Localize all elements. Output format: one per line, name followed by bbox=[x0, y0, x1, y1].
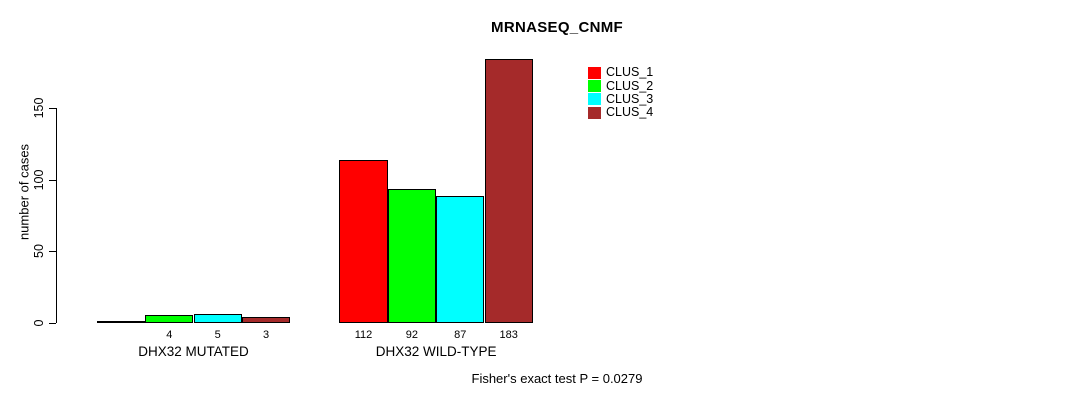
bar-clus_2-2 bbox=[387, 189, 437, 323]
bar-clus_4-2 bbox=[484, 59, 533, 323]
y-axis-tick-label: 100 bbox=[32, 169, 46, 191]
legend-item-clus_3: CLUS_3 bbox=[588, 91, 654, 106]
y-axis-tick bbox=[49, 251, 56, 253]
legend-swatch-icon bbox=[588, 66, 601, 79]
bar-value-label: 92 bbox=[405, 329, 418, 341]
y-axis-tick bbox=[49, 179, 56, 181]
y-axis-label: number of cases bbox=[16, 143, 32, 241]
legend-label: CLUS_2 bbox=[606, 78, 654, 93]
bar-clus_2-1 bbox=[145, 315, 194, 323]
bar-clus_4-1 bbox=[241, 317, 291, 323]
bar-value-label: 5 bbox=[214, 329, 221, 341]
bar-clus_3-2 bbox=[436, 196, 485, 323]
legend-label: CLUS_1 bbox=[606, 65, 654, 80]
y-axis-tick bbox=[49, 108, 56, 109]
bar-value-label: 87 bbox=[454, 329, 467, 341]
legend-label: CLUS_3 bbox=[606, 91, 654, 106]
bar-value-label: 183 bbox=[499, 329, 518, 341]
legend-item-clus_4: CLUS_4 bbox=[588, 106, 653, 119]
chart-title: MRNASEQ_CNMF bbox=[491, 19, 623, 36]
legend-swatch-icon bbox=[588, 80, 601, 93]
legend-item-clus_2: CLUS_2 bbox=[588, 78, 654, 93]
x-group-label: DHX32 MUTATED bbox=[138, 344, 249, 359]
bar-clus_1-2 bbox=[339, 160, 388, 323]
y-axis-tick-label: 0 bbox=[32, 319, 46, 327]
fisher-test-annotation: Fisher's exact test P = 0.0279 bbox=[471, 371, 643, 386]
bar-clus_3-1 bbox=[193, 314, 242, 323]
bar-value-label: 3 bbox=[263, 329, 270, 341]
bar-clus_1-1 bbox=[96, 321, 146, 323]
y-axis-tick-label: 50 bbox=[32, 244, 46, 259]
legend-label: CLUS_4 bbox=[606, 105, 654, 120]
bar-value-label: 112 bbox=[354, 329, 373, 341]
bar-value-label: 4 bbox=[166, 329, 173, 341]
x-group-label: DHX32 WILD-TYPE bbox=[375, 344, 497, 359]
legend: CLUS_1 CLUS_2 CLUS_3 CLUS_4 bbox=[588, 66, 653, 120]
y-axis-line bbox=[56, 108, 57, 323]
legend-swatch-icon bbox=[588, 106, 601, 119]
y-axis-tick-label: 150 bbox=[32, 97, 46, 119]
y-axis-tick bbox=[49, 323, 56, 324]
legend-item-clus_1: CLUS_1 bbox=[588, 66, 653, 79]
legend-swatch-icon bbox=[588, 93, 601, 106]
